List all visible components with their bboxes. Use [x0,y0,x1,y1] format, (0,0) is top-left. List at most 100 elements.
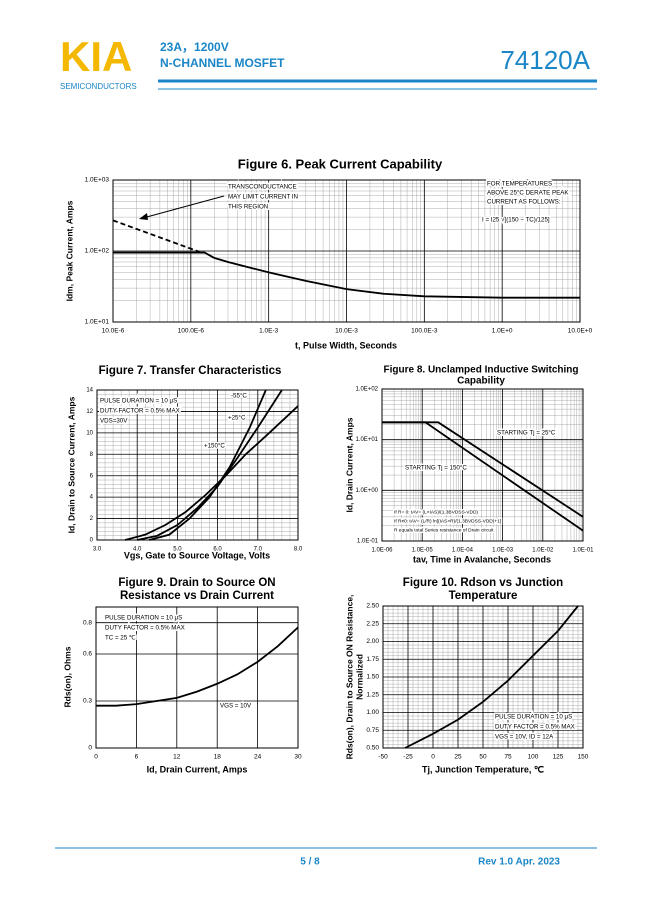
y-tick-label: 2.50 [366,603,379,610]
x-tick-label: 125 [553,754,564,761]
annotation: PULSE DURATION = 10 μS [495,714,572,721]
spec: 23A，1200V [160,40,229,54]
x-tick-label: 10.0E+0 [568,328,593,335]
x-tick-label: 50 [479,754,487,761]
curve [137,389,283,541]
arrow-head [139,213,148,220]
x-tick-label: 30 [294,754,302,761]
annotation: -55°C [231,393,247,400]
annotation: FOR TEMPERATURES [487,181,552,188]
x-axis-label: Id, Drain Current, Amps [147,764,248,774]
x-axis-label: tav, Time in Avalanche, Seconds [413,554,551,564]
annotation: VGS = 10V [220,703,252,710]
x-axis-label: t, Pulse Width, Seconds [295,340,397,350]
page-number: 5 / 8 [300,857,320,868]
y-axis-label: Rds(on), Ohms [62,646,72,707]
y-tick-label: 4 [90,495,94,501]
y-axis-label: Id, Drain to Source Current, Amps [66,396,76,533]
x-tick-label: 3.0 [93,547,102,553]
chart-title: Figure 8. Unclamped Inductive Switching [383,365,578,376]
plot-frame [95,606,299,749]
x-tick-label: -25 [403,754,413,761]
annotation: TC = 25 ℃ [105,635,136,642]
y-axis-label: Rds(on), Drain to Source ON Resistance, [344,595,354,760]
x-tick-label: 10.0E-3 [335,328,358,335]
annotation: PULSE DURATION = 10 μS [100,398,177,405]
curve [124,405,299,541]
x-tick-label: 18 [214,754,222,761]
curve [382,421,584,532]
x-tick-label: 4.0 [133,547,142,553]
part-number: 74120A [500,45,590,75]
x-tick-label: 1.0E-01 [572,548,594,554]
chart-title: Figure 9. Drain to Source ON [118,577,275,589]
x-tick-label: 100.0E-3 [411,328,438,335]
x-tick-label: 8.0 [294,547,303,553]
y-tick-label: 1.0E+02 [355,387,378,393]
spec: N-CHANNEL MOSFET [160,56,285,70]
chart-title: Figure 7. Transfer Characteristics [99,365,282,377]
y-tick-label: 1.50 [366,674,379,681]
y-tick-label: 2.00 [366,638,379,645]
chart-title: Figure 10. Rdson vs Junction [403,577,563,589]
y-tick-label: 1.25 [366,691,379,698]
annotation: +25°C [228,415,246,422]
annotation: If R= 0: tAV= (L×IAS)/(1.3BVDSS-VDD) [394,509,478,515]
curve [112,219,201,253]
logo: KIA [60,33,132,80]
annotation: PULSE DURATION = 10 μS [105,615,182,622]
y-tick-label: 2.25 [366,620,379,627]
y-tick-label: 1.00 [366,709,379,716]
y-tick-label: 0.6 [83,651,92,658]
x-tick-label: 1.0E-05 [412,548,434,554]
y-tick-label: 1.0E+01 [355,437,378,443]
annotation: MAY LIMIT CURRENT IN [228,194,298,201]
y-tick-label: 6 [90,473,94,479]
x-tick-label: 5.0 [173,547,182,553]
y-tick-label: 1.75 [366,656,379,663]
y-tick-label: 2 [90,516,94,522]
plot-frame [96,389,299,541]
y-tick-label: 10 [86,430,93,436]
x-tick-label: 25 [454,754,462,761]
annotation: DUTY FACTOR = 0.5% MAX [495,724,575,731]
y-tick-label: 1.0E+03 [85,177,110,184]
x-tick-label: 1.0E-04 [452,548,474,554]
curve [96,626,299,707]
x-tick-label: 24 [254,754,262,761]
annotation: STARTING Tj = 150°C [405,465,467,472]
x-tick-label: 75 [504,754,512,761]
curve [404,605,579,749]
plot-frame [382,605,584,749]
x-tick-label: 100 [528,754,539,761]
plot-frame [381,388,584,542]
x-tick-label: 100.0E-6 [178,328,205,335]
y-tick-label: 12 [86,409,93,415]
x-tick-label: 1.0E-03 [492,548,514,554]
y-tick-label: 1.0E+02 [85,248,110,255]
annotation: DUTY FACTOR = 0.5% MAX [100,408,180,415]
x-tick-label: 1.0E+0 [492,328,513,335]
annotation: TRANSCONDUCTANCE [228,184,297,191]
x-tick-label: 150 [578,754,589,761]
y-tick-label: 0 [90,538,94,544]
plot-frame [112,179,581,323]
company: SEMICONDUCTORS [60,82,137,91]
y-tick-label: 1.0E+01 [85,319,110,326]
y-tick-label: 14 [86,388,93,394]
annotation: I = I25 √[(150 − TC)/125] [482,217,550,224]
x-tick-label: 10.0E-6 [102,328,125,335]
annotation: +150°C [204,443,225,450]
annotation: If R≠0: tAV= (L/R) ln[(IAS×R)/(1.3BVDSS-… [394,518,501,524]
x-tick-label: 1.0E-3 [259,328,279,335]
chart-title: Resistance vs Drain Current [120,590,274,602]
annotation: R equals total Series resistance of Drai… [394,527,494,533]
x-tick-label: 7.0 [254,547,263,553]
annotation: CURRENT AS FOLLOWS: [487,199,561,206]
arrow [142,195,225,219]
annotation: DUTY FACTOR = 0.5% MAX [105,625,185,632]
revision: Rev 1.0 Apr. 2023 [478,857,560,868]
x-axis-label: Vgs, Gate to Source Voltage, Volts [124,550,270,560]
annotation: THIS REGION [228,204,268,211]
